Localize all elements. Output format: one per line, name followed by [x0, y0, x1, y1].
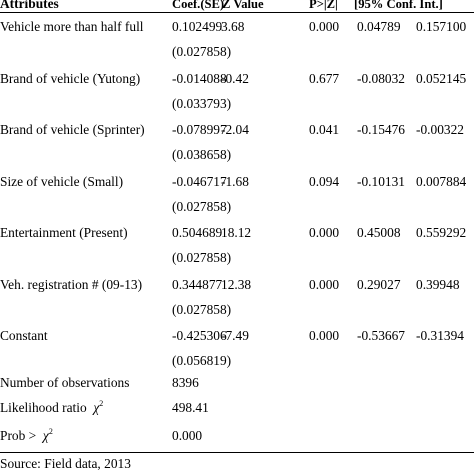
row-attribute: Constant — [0, 328, 48, 343]
stat-label-text: Number of observations — [0, 375, 130, 390]
row-attribute: Brand of vehicle (Yutong) — [0, 71, 141, 86]
row-standard-error: (0.027858) — [172, 250, 232, 265]
row-p-value: 0.677 — [309, 71, 340, 86]
row-z-value: -2.04 — [221, 122, 249, 137]
stat-label: Prob > χ2 — [0, 428, 53, 444]
row-z-value: -1.68 — [221, 174, 249, 189]
row-attribute: Entertainment (Present) — [0, 225, 128, 240]
chi-symbol: χ — [42, 428, 49, 443]
row-p-value: 0.041 — [309, 122, 340, 137]
row-ci-lower: -0.53667 — [357, 328, 405, 343]
stat-value: 8396 — [172, 375, 199, 390]
row-p-value: 0.094 — [309, 174, 340, 189]
row-coefficient: 0.504689 — [172, 225, 223, 240]
row-standard-error: (0.027858) — [172, 302, 232, 317]
row-ci-lower: 0.04789 — [357, 19, 401, 34]
stat-value: 0.000 — [172, 428, 203, 443]
row-ci-upper: 0.559292 — [416, 225, 467, 240]
row-standard-error: (0.033793) — [172, 96, 232, 111]
chi-exponent: 2 — [99, 399, 104, 408]
header-coef-se: Coef.(SE) — [172, 0, 225, 11]
row-ci-lower: -0.15476 — [357, 122, 405, 137]
footnote: Source: Field data, 2013 — [0, 456, 131, 471]
row-coefficient: -0.425306 — [172, 328, 227, 343]
row-ci-lower: -0.08032 — [357, 71, 405, 86]
header-conf-int: [95% Conf. Int.] — [354, 0, 443, 11]
chi-symbol: χ — [93, 400, 100, 415]
header-attributes: Attributes — [0, 0, 59, 11]
header-p-value: P>|Z| — [309, 0, 338, 11]
row-attribute: Vehicle more than half full — [0, 19, 144, 34]
row-p-value: 0.000 — [309, 277, 340, 292]
row-z-value: -0.42 — [221, 71, 249, 86]
row-attribute: Size of vehicle (Small) — [0, 174, 124, 189]
stat-value: 498.41 — [172, 400, 209, 415]
row-ci-upper: -0.31394 — [416, 328, 464, 343]
row-p-value: 0.000 — [309, 225, 340, 240]
row-coefficient: 0.344877 — [172, 277, 223, 292]
row-standard-error: (0.038658) — [172, 147, 232, 162]
row-z-value: -7.49 — [221, 328, 249, 343]
row-p-value: 0.000 — [309, 19, 340, 34]
row-standard-error: (0.027858) — [172, 44, 232, 59]
row-ci-upper: 0.007884 — [416, 174, 467, 189]
row-coefficient: -0.046717 — [172, 174, 227, 189]
row-standard-error: (0.056819) — [172, 353, 232, 368]
header-z-value: Z Value — [222, 0, 264, 11]
stat-label: Likelihood ratio χ2 — [0, 400, 103, 416]
row-ci-upper: 0.157100 — [416, 19, 467, 34]
row-coefficient: -0.014088 — [172, 71, 227, 86]
row-ci-lower: 0.45008 — [357, 225, 401, 240]
row-attribute: Brand of vehicle (Sprinter) — [0, 122, 145, 137]
stat-label: Number of observations — [0, 375, 129, 391]
stat-label-text: Likelihood ratio — [0, 400, 87, 415]
row-p-value: 0.000 — [309, 328, 340, 343]
bottom-rule — [0, 452, 474, 453]
row-z-value: 18.12 — [221, 225, 252, 240]
row-ci-upper: 0.052145 — [416, 71, 467, 86]
row-z-value: 12.38 — [221, 277, 252, 292]
row-standard-error: (0.027858) — [172, 199, 232, 214]
row-coefficient: -0.078997 — [172, 122, 227, 137]
row-ci-lower: -0.10131 — [357, 174, 405, 189]
row-ci-lower: 0.29027 — [357, 277, 401, 292]
row-ci-upper: 0.39948 — [416, 277, 460, 292]
stat-label-text: Prob > — [0, 428, 37, 443]
row-attribute: Veh. registration # (09-13) — [0, 277, 143, 292]
chi-exponent: 2 — [48, 427, 53, 436]
row-ci-upper: -0.00322 — [416, 122, 464, 137]
row-z-value: 3.68 — [221, 19, 245, 34]
header-rule — [0, 12, 474, 13]
row-coefficient: 0.102499 — [172, 19, 223, 34]
